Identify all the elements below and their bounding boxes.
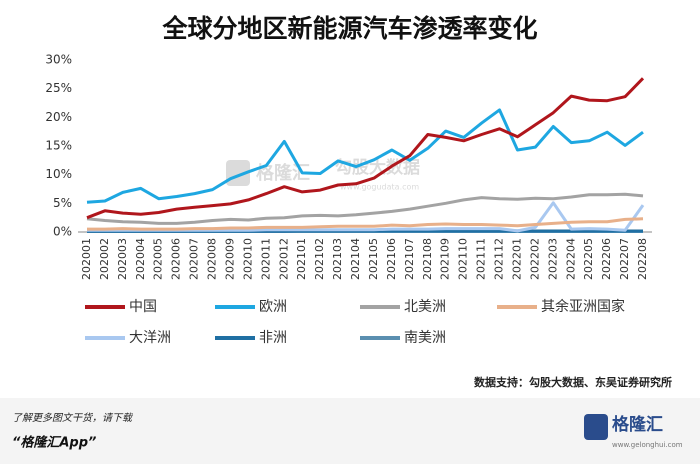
x-tick-label: 202106 — [385, 238, 398, 280]
legend-label: 其余亚洲国家 — [541, 298, 625, 315]
x-tick-label: 202012 — [277, 238, 290, 280]
x-tick-label: 202204 — [564, 238, 577, 280]
chart-title: 全球分地区新能源汽车渗透率变化 — [161, 14, 537, 43]
footer-logo-icon — [584, 414, 608, 440]
watermark: 格隆汇 勾股大数据 www.gogudata.com — [226, 157, 420, 192]
x-tick-label: 202103 — [331, 238, 344, 280]
x-tick-label: 202007 — [188, 238, 201, 280]
x-tick-label: 202104 — [349, 238, 362, 280]
x-tick-label: 202206 — [600, 238, 613, 280]
y-tick-label: 15% — [45, 139, 72, 153]
source-note: 数据支持：勾股大数据、东吴证券研究所 — [474, 375, 672, 389]
x-tick-label: 202101 — [295, 238, 308, 280]
x-tick-label: 202110 — [457, 238, 470, 280]
x-tick-label: 202004 — [134, 238, 147, 280]
x-tick-label: 202011 — [259, 238, 272, 280]
x-tick-label: 202202 — [528, 238, 541, 280]
x-tick-label: 202002 — [98, 238, 111, 280]
x-tick-label: 202006 — [170, 238, 183, 280]
x-tick-label: 202111 — [475, 238, 488, 280]
y-tick-label: 20% — [45, 110, 72, 124]
y-tick-label: 5% — [53, 196, 72, 210]
legend-label: 非洲 — [259, 330, 287, 346]
series-line — [86, 192, 644, 225]
footer-logo: 格隆汇 — [612, 414, 663, 435]
legend-label: 北美洲 — [404, 299, 446, 315]
footer-bg — [0, 398, 700, 464]
legend-label: 大洋洲 — [129, 330, 171, 346]
x-tick-label: 202102 — [313, 238, 326, 280]
legend-label: 欧洲 — [259, 299, 287, 315]
series-line — [86, 108, 644, 204]
x-tick-label: 202203 — [546, 238, 559, 280]
watermark-url: www.gogudata.com — [340, 183, 419, 192]
x-tick-label: 202107 — [403, 238, 416, 280]
x-tick-label: 202005 — [152, 238, 165, 280]
watermark-brand: 格隆汇 — [256, 162, 310, 184]
series-line — [86, 77, 645, 220]
footer-line1: 了解更多图文干货，请下载 — [12, 412, 134, 424]
x-tick-label: 202105 — [367, 238, 380, 280]
y-tick-label: 25% — [45, 81, 72, 95]
x-tick-label: 202201 — [510, 238, 523, 280]
legend-label: 中国 — [129, 299, 157, 315]
x-tick-label: 202001 — [80, 238, 93, 280]
footer-url: www.gelonghui.com — [612, 441, 683, 449]
series-line — [87, 217, 644, 231]
x-tick-label: 202207 — [618, 238, 631, 280]
legend-label: 南美洲 — [404, 330, 446, 346]
x-tick-label: 202108 — [421, 238, 434, 280]
footer-line2: “格隆汇App” — [12, 435, 96, 451]
x-tick-label: 202003 — [116, 238, 129, 280]
x-tick-label: 202009 — [223, 238, 236, 280]
x-tick-label: 202205 — [582, 238, 595, 280]
x-tick-label: 202112 — [493, 238, 506, 280]
y-tick-label: 10% — [45, 167, 72, 181]
x-tick-label: 202008 — [206, 238, 219, 280]
x-tick-label: 202109 — [439, 238, 452, 280]
x-tick-label: 202010 — [241, 238, 254, 280]
y-tick-label: 30% — [45, 53, 72, 67]
x-tick-label: 202208 — [636, 238, 649, 280]
y-tick-label: 0% — [53, 225, 72, 239]
